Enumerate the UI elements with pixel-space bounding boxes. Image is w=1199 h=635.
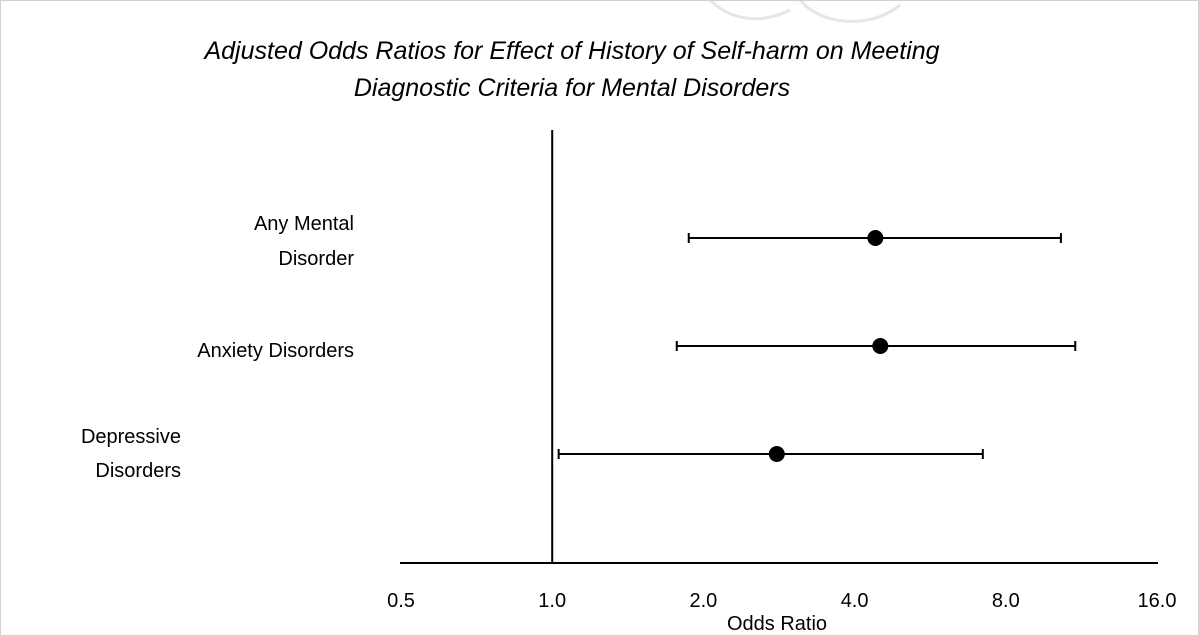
watermark-shapes [708,0,901,23]
x-tick-label: 4.0 [841,590,869,612]
x-tick-label: 2.0 [689,590,717,612]
x-tick-label: 16.0 [1138,590,1177,612]
chart-title-line-1: Adjusted Odds Ratios for Effect of Histo… [202,37,939,65]
forest-plot-marks [557,230,1077,462]
x-axis-title: Odds Ratio [727,613,827,635]
x-tick-label: 1.0 [538,590,566,612]
x-tick-label: 0.5 [387,590,415,612]
row-label-any-mental-line-1: Any Mental [254,213,354,235]
row-label-anxiety: Anxiety Disorders [197,340,354,362]
row-label-depressive-line-2: Disorders [95,460,181,482]
x-tick-label: 8.0 [992,590,1020,612]
row-label-depressive-line-1: Depressive [81,426,181,448]
odds-ratio-point [867,230,884,246]
chart-title-line-2: Diagnostic Criteria for Mental Disorders [354,74,790,102]
row-label-any-mental-line-2: Disorder [278,248,354,270]
odds-ratio-point [872,338,889,354]
odds-ratio-point [768,446,785,462]
